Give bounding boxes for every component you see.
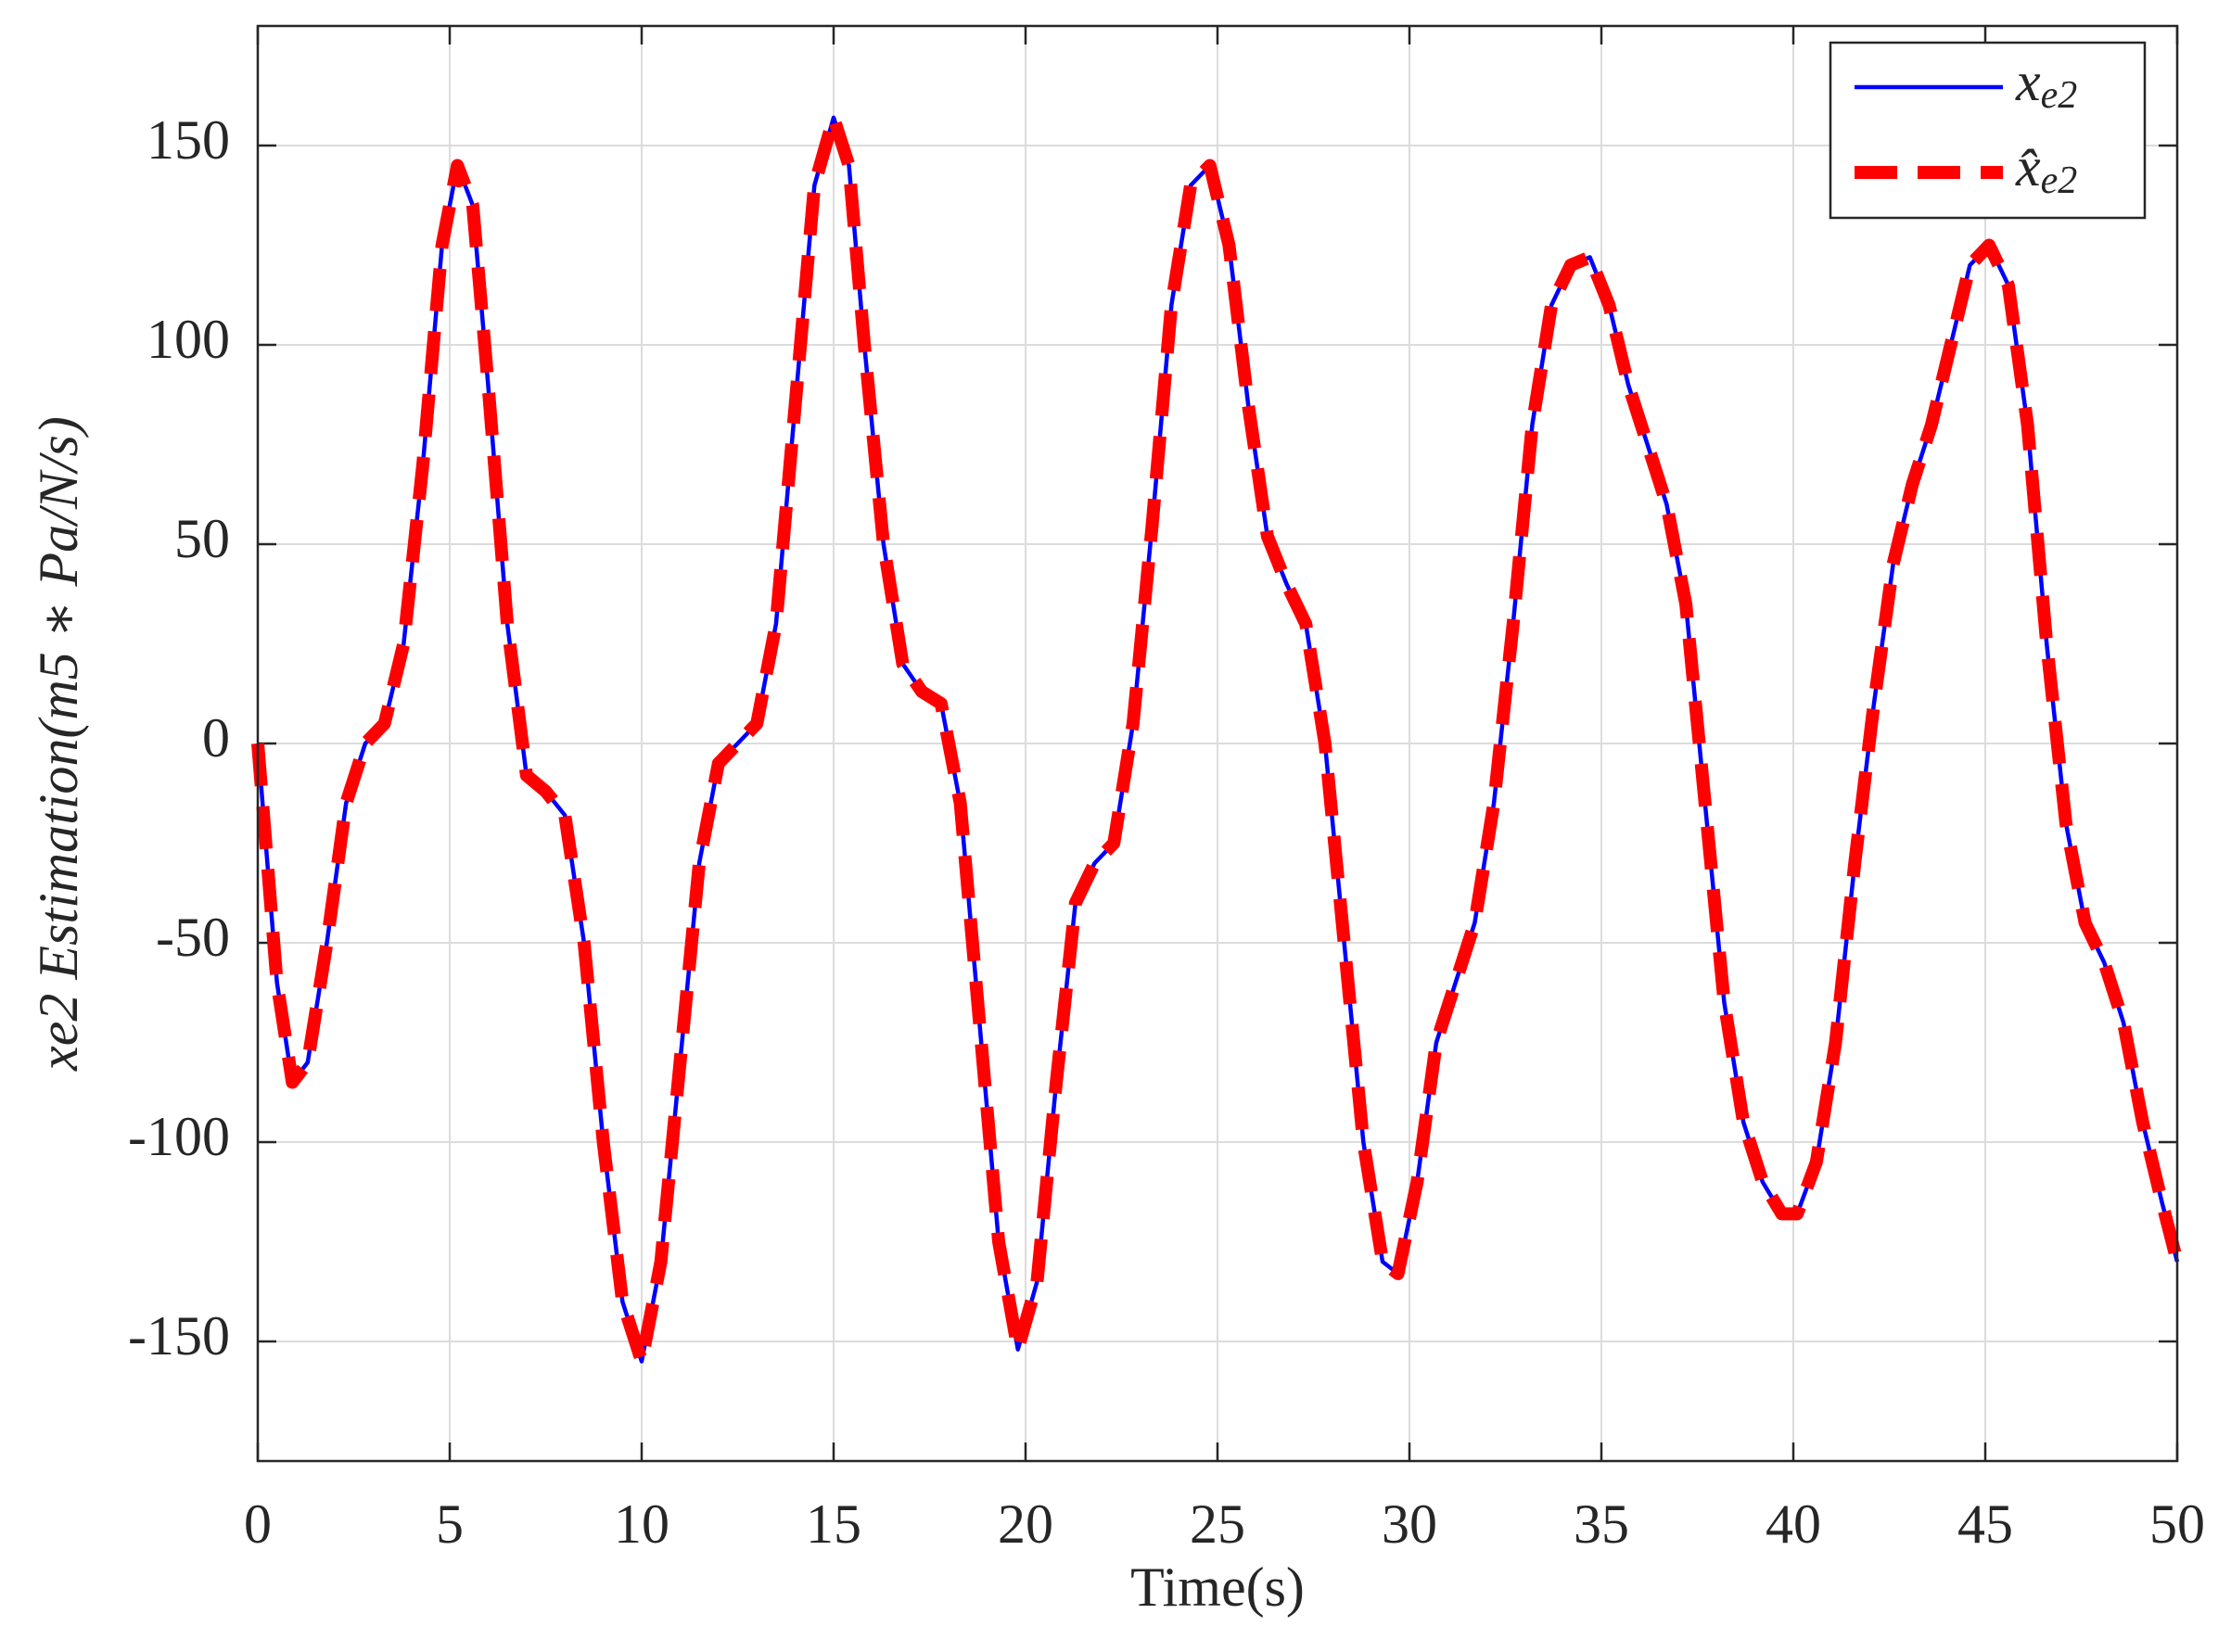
x-tick-label: 5	[436, 1493, 464, 1555]
y-tick-label: 100	[147, 309, 230, 370]
y-tick-label: 0	[202, 707, 230, 769]
x-tick-label: 20	[998, 1493, 1053, 1555]
y-tick-label: 50	[174, 508, 230, 569]
y-axis-label: xe2 Estimation(m5 ∗ Pa/N/s)	[28, 416, 89, 1072]
x-tick-label: 0	[244, 1493, 272, 1555]
y-tick-label: 150	[147, 109, 230, 171]
y-tick-label: -150	[128, 1305, 230, 1366]
data-line	[251, 110, 2184, 1368]
legend-label: x̂e2	[2015, 136, 2077, 202]
plot-frame	[256, 24, 2179, 1463]
x-tick-label: 15	[806, 1493, 861, 1555]
legend-box	[1829, 41, 2147, 220]
x-tick-label: 50	[2149, 1493, 2205, 1555]
x-tick-label: 45	[1957, 1493, 2013, 1555]
x-tick-label: 40	[1766, 1493, 1821, 1555]
y-tick-label: -50	[156, 907, 230, 968]
x-tick-label: 35	[1574, 1493, 1629, 1555]
legend-label: xe2	[2015, 51, 2077, 117]
x-tick-label: 10	[614, 1493, 669, 1555]
y-tick-label: -100	[128, 1106, 230, 1167]
x-tick-label: 30	[1382, 1493, 1437, 1555]
x-tick-label: 25	[1190, 1493, 1245, 1555]
x-axis-label: Time(s)	[1130, 1557, 1305, 1618]
